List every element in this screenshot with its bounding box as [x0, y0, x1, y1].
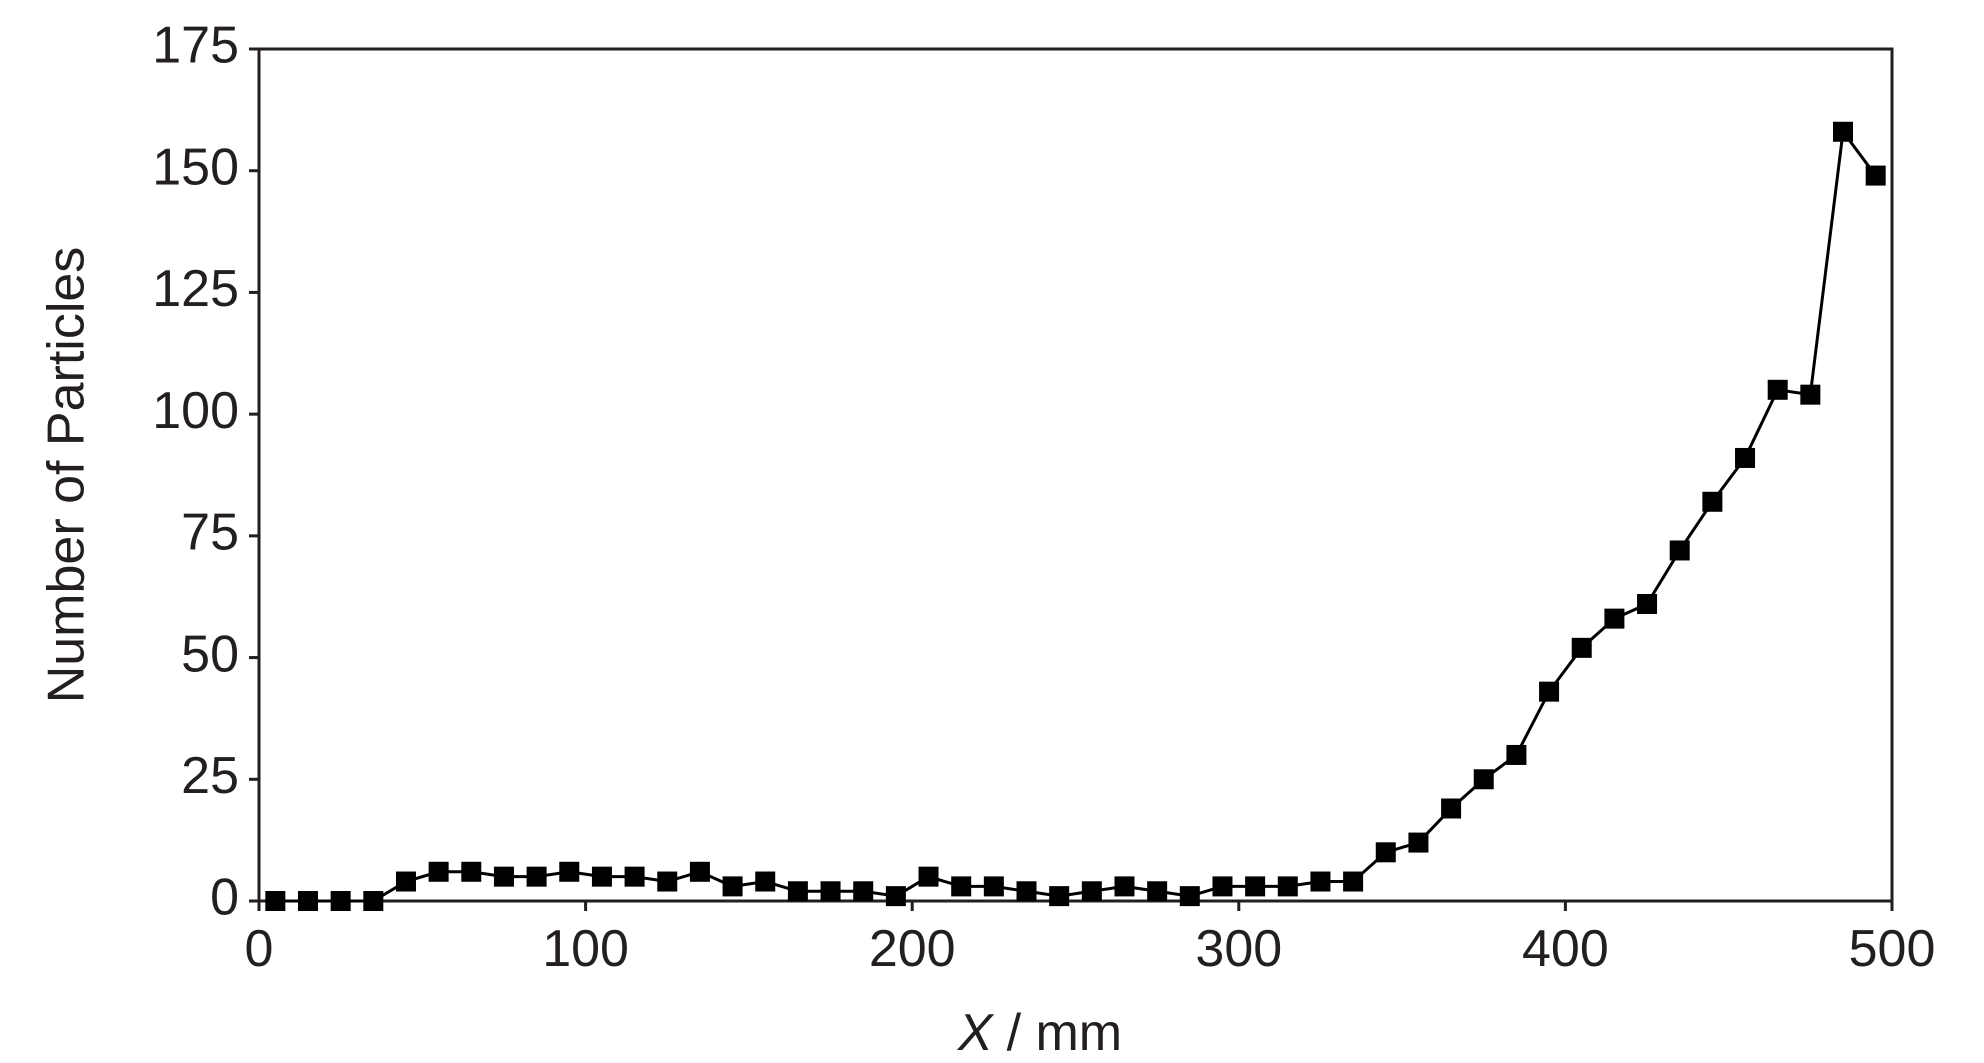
- marker: [1571, 637, 1592, 658]
- y-axis-label: Number of Particles: [38, 247, 96, 704]
- marker: [1375, 842, 1396, 863]
- marker: [297, 891, 318, 911]
- marker: [1179, 886, 1200, 907]
- marker: [461, 861, 482, 882]
- marker: [395, 871, 416, 892]
- marker: [1114, 876, 1135, 897]
- x-axis-label: X / mm: [957, 1004, 1122, 1062]
- marker: [1245, 876, 1266, 897]
- marker: [853, 881, 874, 902]
- series-line: [275, 127, 1877, 903]
- marker: [1637, 594, 1658, 615]
- marker: [1147, 881, 1168, 902]
- plot-frame: [257, 47, 1894, 903]
- marker: [1800, 384, 1821, 405]
- marker: [885, 886, 906, 907]
- marker: [657, 871, 678, 892]
- marker: [1735, 447, 1756, 468]
- marker: [755, 871, 776, 892]
- x-tick-label: 500: [1849, 920, 1936, 978]
- marker: [526, 866, 547, 887]
- x-tick-label: 400: [1522, 920, 1609, 978]
- marker: [1539, 681, 1560, 702]
- marker: [559, 861, 580, 882]
- marker: [591, 866, 612, 887]
- marker: [265, 891, 286, 911]
- marker: [1049, 886, 1070, 907]
- marker: [722, 876, 743, 897]
- marker: [1473, 769, 1494, 790]
- marker: [330, 891, 351, 911]
- marker: [1441, 798, 1462, 819]
- marker: [1016, 881, 1037, 902]
- marker: [918, 866, 939, 887]
- marker: [1310, 871, 1331, 892]
- marker: [983, 876, 1004, 897]
- marker: [1865, 165, 1886, 186]
- marker: [1081, 881, 1102, 902]
- x-axis-symbol: X: [957, 1004, 995, 1062]
- y-tick-label: 50: [181, 625, 239, 683]
- marker: [1343, 871, 1364, 892]
- x-tick-label: 200: [869, 920, 956, 978]
- marker: [1212, 876, 1233, 897]
- marker: [1669, 540, 1690, 561]
- x-tick-label: 300: [1195, 920, 1282, 978]
- marker: [1506, 744, 1527, 765]
- marker: [1408, 832, 1429, 853]
- x-tick-label: 0: [245, 920, 274, 978]
- x-tick-label: 100: [542, 920, 629, 978]
- marker: [1604, 608, 1625, 629]
- marker: [363, 891, 384, 911]
- y-tick-label: 100: [152, 382, 239, 440]
- y-tick-label: 175: [152, 17, 239, 75]
- marker: [787, 881, 808, 902]
- x-axis-unit: / mm: [1007, 1004, 1123, 1062]
- marker: [689, 861, 710, 882]
- y-tick-label: 150: [152, 138, 239, 196]
- marker: [1767, 379, 1788, 400]
- y-tick-label: 125: [152, 260, 239, 318]
- y-tick-label: 0: [210, 869, 239, 927]
- y-tick-label: 75: [181, 504, 239, 562]
- marker: [1277, 876, 1298, 897]
- marker: [493, 866, 514, 887]
- marker: [624, 866, 645, 887]
- y-tick-label: 25: [181, 747, 239, 805]
- marker: [1833, 121, 1854, 142]
- marker: [1702, 491, 1723, 512]
- marker: [428, 861, 449, 882]
- marker: [951, 876, 972, 897]
- marker: [820, 881, 841, 902]
